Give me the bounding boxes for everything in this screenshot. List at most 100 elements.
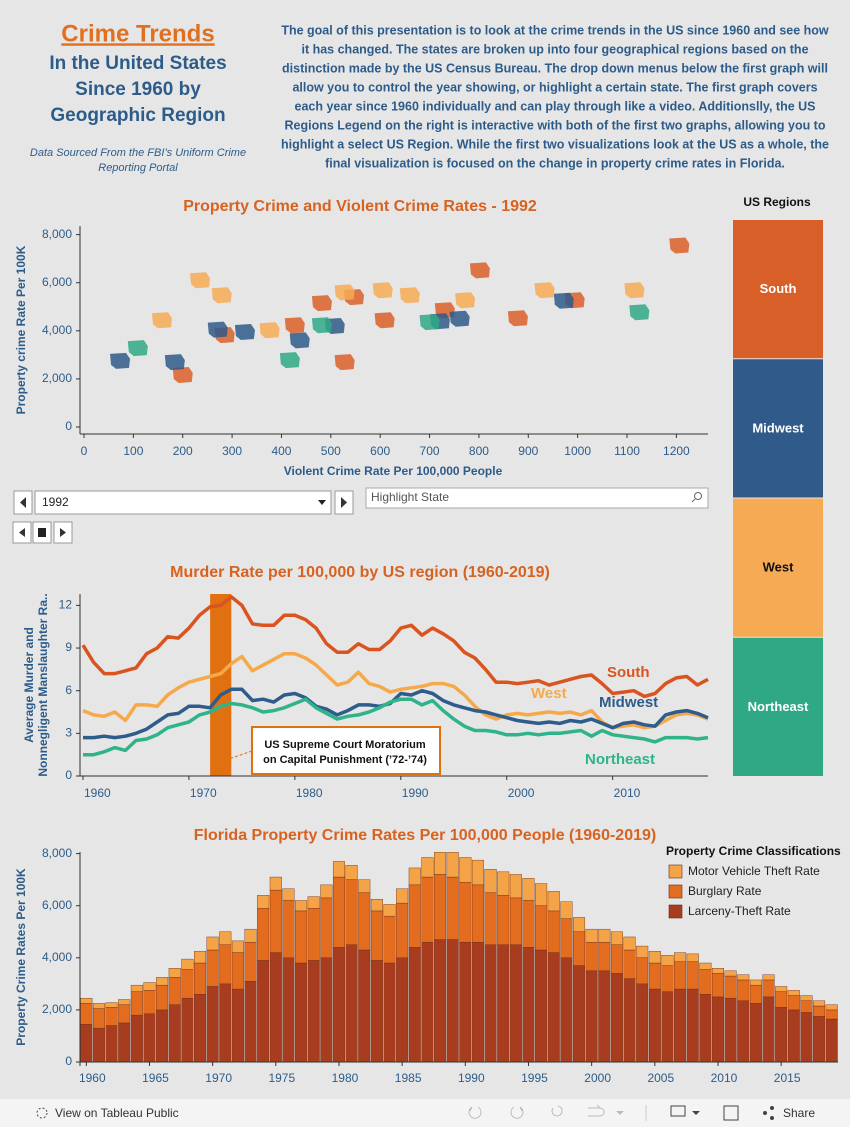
bar-segment xyxy=(143,982,156,991)
bar-segment xyxy=(775,1007,788,1063)
bar-segment xyxy=(484,869,497,893)
state-shape xyxy=(419,314,440,331)
bar-segment xyxy=(181,958,194,970)
bar-segment xyxy=(244,981,257,1063)
undo-icon[interactable] xyxy=(468,1106,482,1119)
bar-segment xyxy=(118,999,131,1005)
bar-segment xyxy=(813,1005,826,1017)
bar-segment xyxy=(661,965,674,992)
legend-region[interactable] xyxy=(733,359,823,498)
revert-icon[interactable] xyxy=(551,1105,563,1117)
legend-swatch[interactable] xyxy=(668,884,683,899)
bar-segment xyxy=(724,970,737,977)
bar-segment xyxy=(825,1009,838,1020)
legend-region[interactable] xyxy=(733,637,823,776)
bar-segment xyxy=(168,968,181,978)
bar-segment xyxy=(636,983,649,1063)
refresh-icon[interactable] xyxy=(588,1104,605,1117)
bar-segment xyxy=(610,973,623,1063)
bar-segment xyxy=(219,983,232,1063)
bar-segment xyxy=(497,895,510,945)
state-shape xyxy=(629,304,650,321)
main-title: Crime Trends xyxy=(61,20,214,47)
x-axis-label: Violent Crime Rate Per 100,000 People xyxy=(284,464,503,478)
bar-segment xyxy=(193,951,207,964)
share-button[interactable]: Share xyxy=(783,1106,815,1120)
year-dropdown[interactable] xyxy=(34,490,332,515)
bar-segment xyxy=(661,991,674,1063)
fullscreen-icon[interactable] xyxy=(723,1105,739,1121)
bar-segment xyxy=(585,928,598,943)
search-placeholder: Highlight State xyxy=(371,490,449,504)
bar-segment xyxy=(421,876,434,943)
x-tick-label: 1980 xyxy=(296,786,323,800)
year-value: 1992 xyxy=(42,495,69,509)
bar-segment xyxy=(686,953,699,962)
bar-segment xyxy=(257,960,270,1063)
y-tick-label: 6 xyxy=(65,683,72,697)
menu-icon[interactable] xyxy=(692,1111,700,1115)
bar-segment xyxy=(623,949,636,979)
x-tick-label: 100 xyxy=(123,444,143,458)
y-tick-label: 8,000 xyxy=(42,227,72,241)
bar-segment xyxy=(610,931,623,945)
x-tick-label: 0 xyxy=(81,444,88,458)
bar-segment xyxy=(370,898,383,912)
bar-segment xyxy=(547,891,560,912)
bar-segment xyxy=(446,852,459,878)
state-shape xyxy=(207,321,228,338)
y-tick-label: 8,000 xyxy=(42,846,72,860)
bar-segment xyxy=(396,888,409,904)
bar-segment xyxy=(459,857,472,883)
x-tick-label: 1975 xyxy=(268,1071,295,1085)
share-icon[interactable] xyxy=(763,1111,767,1115)
legend-region[interactable] xyxy=(733,220,823,359)
bar-segment xyxy=(396,957,409,1063)
state-shape xyxy=(211,287,232,304)
bar-segment xyxy=(358,949,371,1063)
bar-segment xyxy=(156,984,169,1011)
download-icon[interactable] xyxy=(670,1105,686,1117)
bar-segment xyxy=(522,900,535,948)
description-line: each year since 1960 individually and ca… xyxy=(295,99,816,113)
bar-segment xyxy=(282,957,295,1063)
state-shape xyxy=(669,237,690,254)
bar-segment xyxy=(497,871,510,896)
search-icon xyxy=(691,498,696,503)
state-shape xyxy=(164,354,185,371)
bar-segment xyxy=(257,895,270,909)
x-tick-label: 2000 xyxy=(584,1071,611,1085)
bar-segment xyxy=(585,941,598,972)
bar-segment xyxy=(345,879,358,945)
legend-swatch[interactable] xyxy=(668,864,683,879)
bar-segment xyxy=(80,997,93,1004)
bar-segment xyxy=(434,874,447,940)
bar-segment xyxy=(800,995,813,1001)
series-label: Midwest xyxy=(599,694,658,711)
redo-icon[interactable] xyxy=(510,1106,524,1119)
bar-segment xyxy=(598,928,611,943)
bar-segment xyxy=(105,1007,118,1026)
bar-segment xyxy=(497,944,510,1063)
x-tick-label: 2010 xyxy=(614,786,641,800)
y-tick-label: 6,000 xyxy=(42,898,72,912)
legend-region[interactable] xyxy=(733,498,823,637)
bar-segment xyxy=(80,1024,93,1063)
highlight-state-search[interactable] xyxy=(365,487,709,509)
bar-segment xyxy=(118,1004,131,1024)
bar-segment xyxy=(547,910,560,953)
bar-segment xyxy=(737,974,750,981)
y-axis-label: Property Crime Rates Per 100K xyxy=(14,868,28,1046)
bar-segment xyxy=(446,876,459,940)
bar-segment xyxy=(775,986,788,992)
bar-segment xyxy=(737,979,750,1001)
state-shape xyxy=(507,310,528,327)
view-link[interactable]: View on Tableau Public xyxy=(55,1106,179,1120)
bar-segment xyxy=(598,970,611,1063)
bar-segment xyxy=(282,900,295,959)
menu-icon[interactable] xyxy=(616,1111,624,1115)
x-tick-label: 1100 xyxy=(614,444,640,458)
x-tick-label: 1990 xyxy=(402,786,429,800)
source: Data Sourced From the FBI’s Uniform Crim… xyxy=(30,147,246,159)
legend-swatch[interactable] xyxy=(668,904,683,919)
